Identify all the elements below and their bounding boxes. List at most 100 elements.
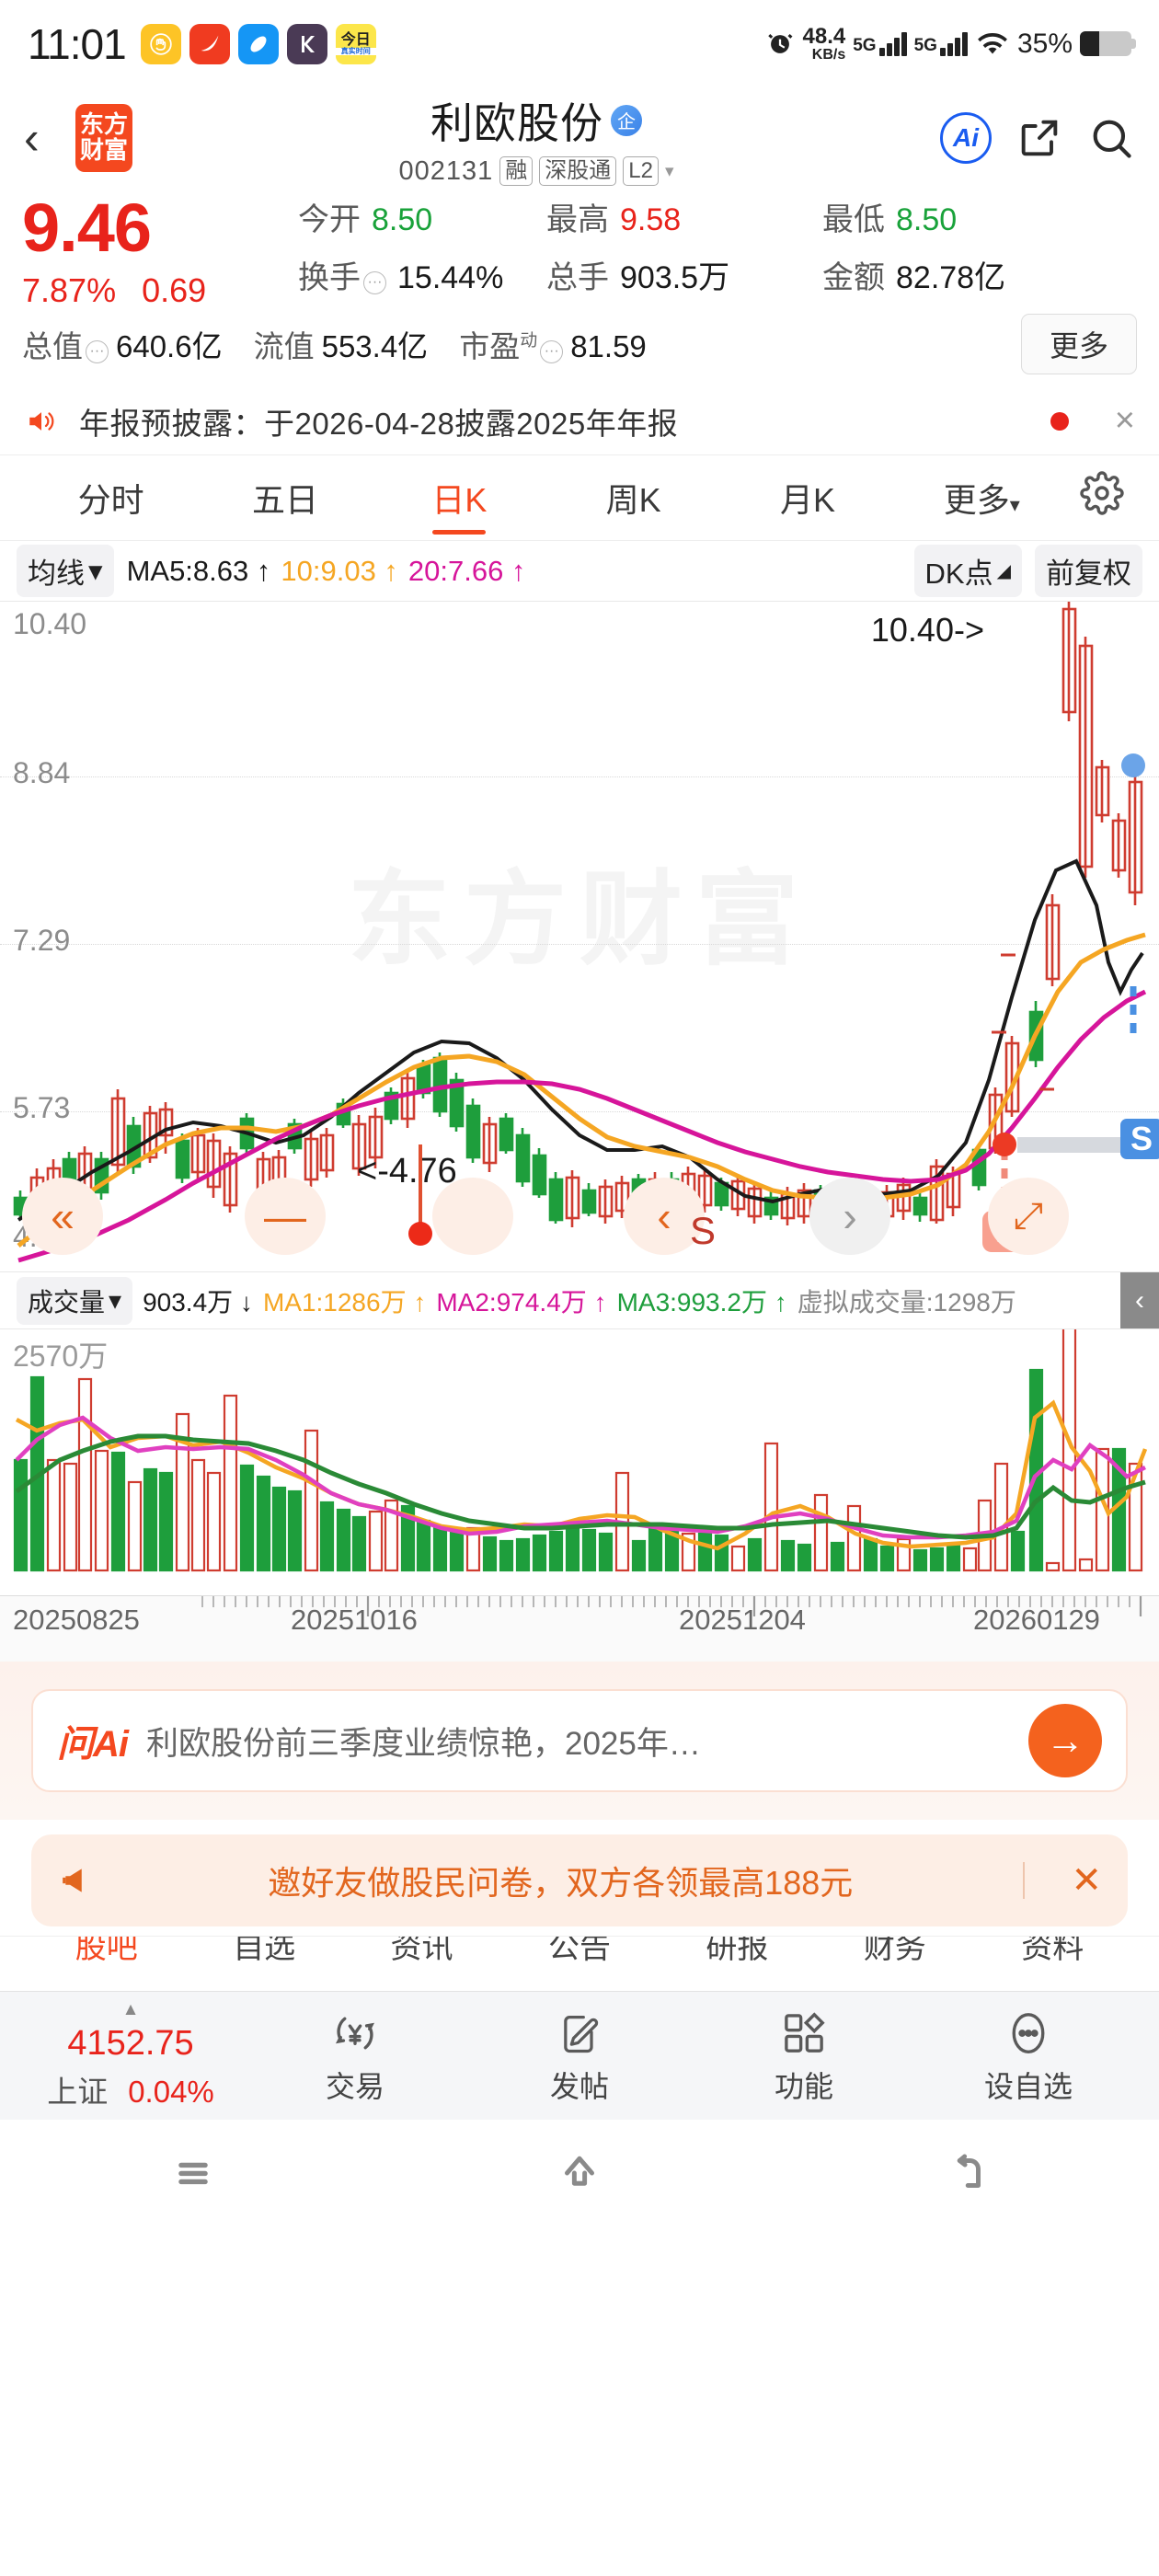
amount-value: 82.78亿 bbox=[896, 260, 1006, 295]
change-percent: 7.87% bbox=[22, 271, 117, 309]
quote-stats: 今开 8.50 最高 9.58 最低 8.50 换手 ··· 15.44% 总手 903.5… bbox=[298, 194, 1137, 310]
open-label: 今开 bbox=[298, 202, 361, 237]
signal-1: 5G bbox=[853, 31, 907, 56]
share-icon[interactable] bbox=[1016, 114, 1063, 162]
bottom-item-post[interactable]: 发帖 bbox=[467, 2007, 692, 2106]
ai-icon[interactable]: Ai bbox=[940, 112, 992, 164]
bottom-action-bar: ▲ 4152.75 上证 0.04% 交易 发帖 bbox=[0, 1991, 1159, 2120]
tab-caiwu[interactable]: 财务 bbox=[863, 1936, 926, 1965]
tab-zixuan[interactable]: 自选 bbox=[233, 1936, 296, 1965]
expand-button[interactable]: ⤢ bbox=[988, 1178, 1069, 1255]
bottom-item-function[interactable]: 功能 bbox=[692, 2007, 916, 2106]
company-badge-icon[interactable]: 企 bbox=[611, 104, 642, 136]
tab-zhouk[interactable]: 周K bbox=[605, 481, 661, 519]
trade-icon bbox=[330, 2007, 380, 2060]
ai-banner[interactable]: 问Ai 利欧股份前三季度业绩惊艳，2025年… → bbox=[31, 1689, 1128, 1792]
chevron-down-icon[interactable]: ▾ bbox=[664, 161, 674, 181]
more-dots-icon bbox=[1004, 2007, 1053, 2060]
info-dots-icon[interactable]: ··· bbox=[540, 339, 564, 363]
close-icon[interactable]: × bbox=[1114, 401, 1135, 440]
ai-banner-band: 问Ai 利欧股份前三季度业绩惊艳，2025年… → bbox=[0, 1662, 1159, 1820]
index-widget[interactable]: ▲ 4152.75 上证 0.04% bbox=[18, 2000, 243, 2111]
fuquan-button[interactable]: 前复权 bbox=[1035, 545, 1142, 597]
high-label: 最高 bbox=[546, 202, 609, 237]
next-button[interactable]: › bbox=[809, 1178, 890, 1255]
change-absolute: 0.69 bbox=[142, 271, 207, 309]
feather-icon bbox=[189, 23, 230, 64]
y-tick-3: 5.73 bbox=[13, 1091, 71, 1124]
tab-yanbao[interactable]: 研报 bbox=[706, 1936, 769, 1965]
logo-line-2: 财富 bbox=[79, 136, 128, 164]
zoom-out-button[interactable]: — bbox=[245, 1178, 326, 1255]
index-value: 4152.75 bbox=[67, 2024, 194, 2063]
bottom-item-watchlist[interactable]: 设自选 bbox=[916, 2007, 1141, 2106]
s-marker-label: S bbox=[690, 1209, 717, 1252]
current-price: 9.46 bbox=[22, 190, 152, 266]
header-actions: Ai bbox=[940, 112, 1135, 164]
k-icon bbox=[286, 23, 327, 64]
app-header: ‹ 东方 财富 利欧股份 企 002131 融 深股通 L2 ▾ Ai bbox=[0, 87, 1159, 189]
search-icon[interactable] bbox=[1087, 114, 1135, 162]
volume-ma2: MA2:974.4万 ↑ bbox=[436, 1287, 607, 1317]
content-tabs: 股吧 自选 资讯 公告 研报 财务 资料 bbox=[0, 1936, 1159, 1991]
bottom-item-trade-label: 交易 bbox=[325, 2069, 384, 2103]
status-indicators: 48.4 KB/s 5G 5G 35% bbox=[764, 25, 1136, 63]
back-icon[interactable] bbox=[941, 2148, 991, 2202]
tab-yuek[interactable]: 月K bbox=[779, 481, 835, 519]
eastmoney-logo[interactable]: 东方 财富 bbox=[75, 104, 132, 172]
tab-zixun[interactable]: 资讯 bbox=[390, 1936, 453, 1965]
fast-rewind-button[interactable]: « bbox=[22, 1178, 103, 1255]
chevron-down-icon: ▾ bbox=[109, 1286, 122, 1315]
float-cell: 流值 553.4亿 bbox=[254, 322, 429, 366]
volume-ma1-line bbox=[15, 1399, 1148, 1551]
tab-rik[interactable]: 日K bbox=[373, 474, 546, 522]
latest-point-marker bbox=[1121, 753, 1145, 777]
crosshair-handle[interactable] bbox=[432, 1178, 513, 1255]
signal-1-label: 5G bbox=[853, 35, 877, 55]
back-chevron-icon[interactable]: ‹ bbox=[24, 112, 40, 164]
stock-subtitle[interactable]: 002131 融 深股通 L2 ▾ bbox=[398, 156, 674, 187]
period-tabs: 分时 五日 日K 周K 月K 更多▾ bbox=[0, 455, 1159, 540]
notice-bar[interactable]: 年报预披露：于2026-04-28披露2025年年报 × bbox=[0, 387, 1159, 455]
buy-point-marker bbox=[993, 1133, 1016, 1156]
promo-banner[interactable]: 邀好友做股民问卷，双方各领最高188元 ✕ bbox=[31, 1834, 1128, 1926]
volume-dropdown[interactable]: 成交量 ▾ bbox=[17, 1276, 133, 1325]
collapse-icon[interactable]: ‹ bbox=[1120, 1272, 1159, 1329]
dk-point-button[interactable]: DK点 ◢ bbox=[913, 545, 1022, 597]
tab-gonggao[interactable]: 公告 bbox=[547, 1936, 611, 1965]
tab-fenshi[interactable]: 分时 bbox=[77, 481, 144, 519]
info-dots-icon[interactable]: ··· bbox=[363, 270, 386, 294]
status-app-icons: 今日 真实时间 bbox=[140, 23, 376, 64]
volume-indicator-bar: 成交量 ▾ 903.4万 ↓ MA1:1286万 ↑ MA2:974.4万 ↑ … bbox=[0, 1271, 1159, 1329]
volume-ma3: MA3:993.2万 ↑ bbox=[616, 1287, 787, 1317]
chevron-down-icon: ▾ bbox=[88, 554, 103, 587]
wenai-logo: 问Ai bbox=[57, 1724, 129, 1765]
gear-icon[interactable] bbox=[1069, 471, 1135, 524]
bottom-item-trade[interactable]: 交易 bbox=[243, 2007, 467, 2106]
info-dots-icon[interactable]: ··· bbox=[86, 339, 109, 363]
pe-cell: 市盈 动 ··· 81.59 bbox=[459, 322, 647, 366]
ma-dropdown[interactable]: 均线 ▾ bbox=[17, 545, 114, 597]
menu-icon[interactable] bbox=[168, 2148, 218, 2202]
kline-chart[interactable]: 东方财富 10.40 8.84 7.29 5.73 4.17 10.40-> bbox=[0, 602, 1159, 1271]
y-tick-2: 7.29 bbox=[13, 924, 71, 957]
home-icon[interactable] bbox=[555, 2148, 604, 2202]
promo-section: 邀好友做股民问卷，双方各领最高188元 ✕ bbox=[0, 1820, 1159, 1936]
more-button[interactable]: 更多 bbox=[1020, 314, 1137, 374]
arrow-right-icon[interactable]: → bbox=[1028, 1704, 1102, 1777]
tab-wuri[interactable]: 五日 bbox=[251, 481, 318, 519]
net-speed: 48.4 KB/s bbox=[803, 25, 846, 63]
prev-button[interactable]: ‹ bbox=[624, 1178, 705, 1255]
alarm-icon bbox=[767, 33, 792, 53]
signal-2-label: 5G bbox=[913, 35, 937, 55]
battery-percent: 35% bbox=[1016, 28, 1073, 59]
tab-ziliao[interactable]: 资料 bbox=[1021, 1936, 1084, 1965]
tag-shenggutong: 深股通 bbox=[539, 156, 617, 186]
tab-more[interactable]: 更多▾ bbox=[895, 474, 1069, 522]
volume-chart[interactable]: 2570万 bbox=[0, 1328, 1159, 1595]
y-tick-1: 8.84 bbox=[13, 756, 71, 789]
quote-panel: 9.46 7.87% 0.69 今开 8.50 最高 9.58 最低 8.50 换手 ·… bbox=[0, 189, 1159, 387]
high-value: 9.58 bbox=[620, 202, 682, 237]
close-icon[interactable]: ✕ bbox=[1071, 1860, 1102, 1901]
tab-guba[interactable]: 股吧 bbox=[75, 1936, 138, 1965]
